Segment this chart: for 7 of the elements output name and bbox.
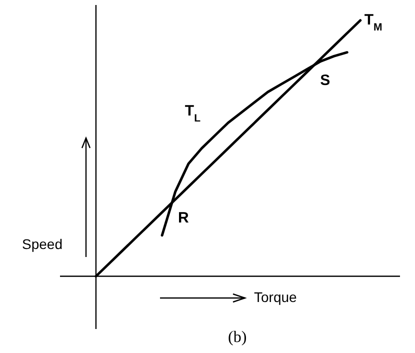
series-label: T$_{L}$	[184, 102, 202, 125]
x-axis-title: Torque	[254, 289, 297, 305]
annotation: S	[320, 72, 330, 90]
series-label: T$_{M}$	[364, 11, 383, 34]
text: (b)	[228, 329, 247, 347]
y-axis-title: Speed	[22, 236, 62, 252]
annotation: R	[178, 210, 189, 227]
